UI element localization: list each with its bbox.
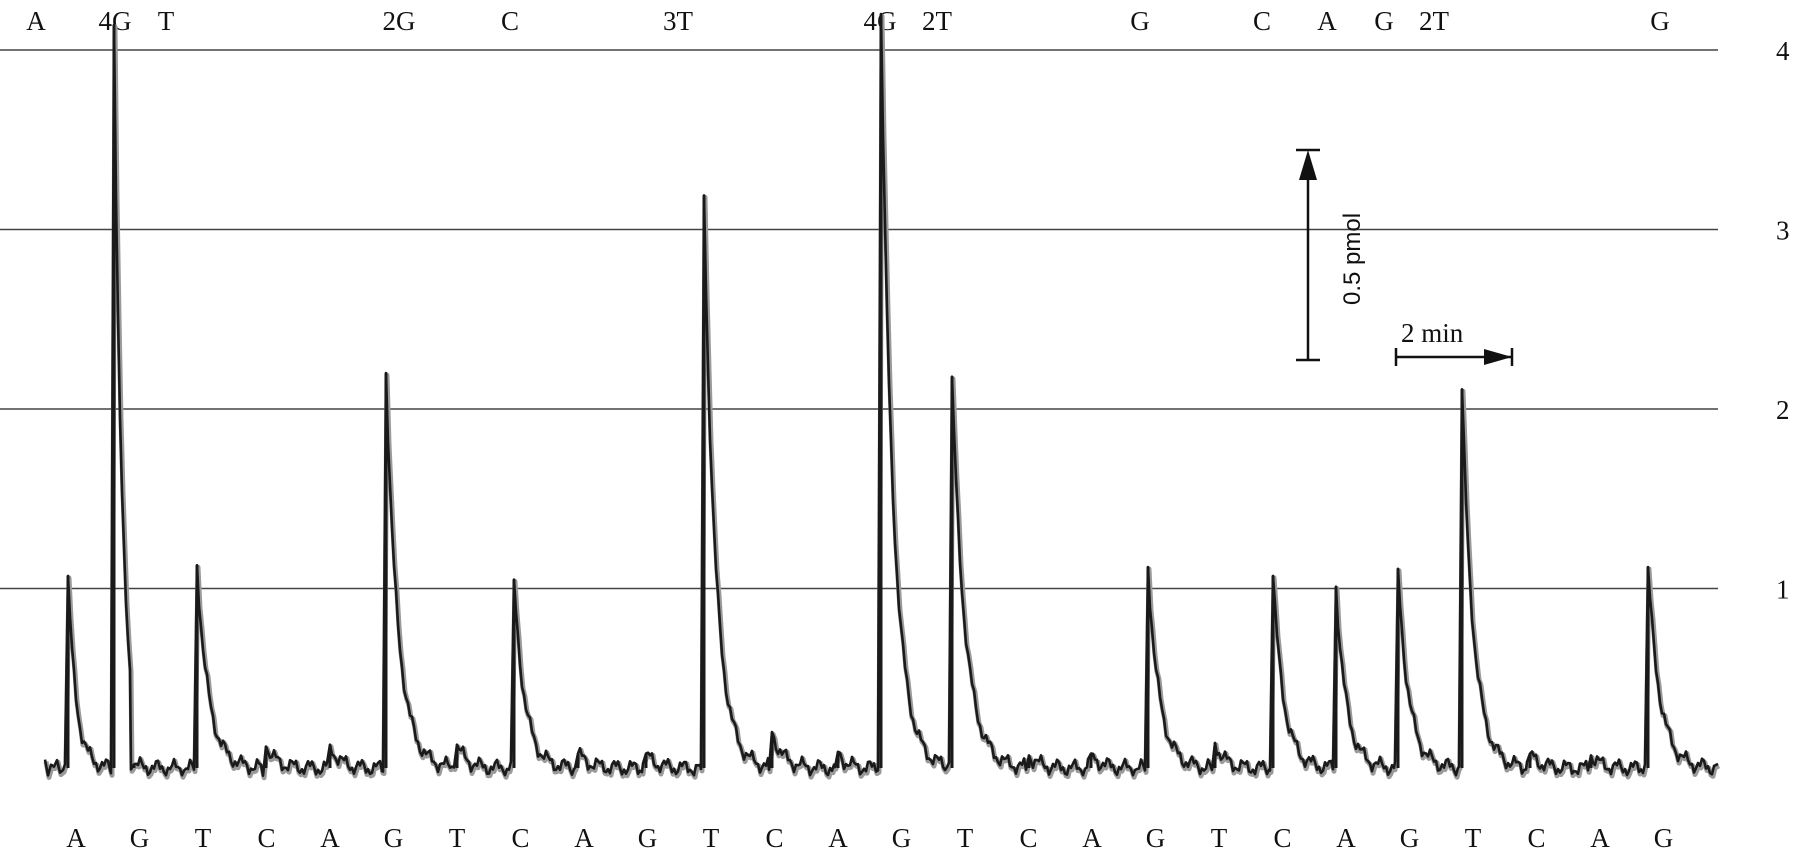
bottom-label: A — [66, 823, 86, 853]
top-labels: A4GT2GC3T4G2TGCAG2TG — [26, 6, 1670, 36]
bottom-label: A — [1336, 823, 1356, 853]
top-label: C — [501, 6, 519, 36]
time-scale-bar: 2 min — [1394, 318, 1514, 366]
top-label: A — [1317, 6, 1337, 36]
bottom-label: A — [1082, 823, 1102, 853]
bottom-label: C — [1019, 823, 1037, 853]
top-label: A — [26, 6, 46, 36]
arrow-up-icon — [1299, 150, 1317, 180]
bottom-label: T — [1465, 823, 1482, 853]
bottom-label: G — [130, 823, 150, 853]
bottom-label: T — [703, 823, 720, 853]
arrow-right-icon — [1484, 349, 1512, 365]
gridlines — [0, 49, 1718, 590]
bottom-label: T — [957, 823, 974, 853]
bottom-label: C — [257, 823, 275, 853]
bottom-label: T — [449, 823, 466, 853]
bottom-label: G — [384, 823, 404, 853]
right-axis-label: 3 — [1776, 216, 1790, 246]
top-label: C — [1253, 6, 1271, 36]
bottom-label: G — [638, 823, 658, 853]
bottom-label: C — [765, 823, 783, 853]
top-label: G — [1130, 6, 1150, 36]
top-label: T — [158, 6, 175, 36]
bottom-label: C — [1273, 823, 1291, 853]
bottom-label: A — [574, 823, 594, 853]
bottom-label: T — [1211, 823, 1228, 853]
top-label: G — [1374, 6, 1394, 36]
top-label: G — [1650, 6, 1670, 36]
bottom-label: T — [195, 823, 212, 853]
bottom-label: C — [1527, 823, 1545, 853]
right-axis-label: 1 — [1776, 575, 1790, 605]
right-axis-labels: 1 2 3 4 — [1776, 36, 1790, 605]
top-label: 2T — [1419, 6, 1450, 36]
bottom-label: G — [1146, 823, 1166, 853]
bottom-label: C — [511, 823, 529, 853]
time-scale-label: 2 min — [1401, 318, 1464, 348]
top-label: 3T — [663, 6, 694, 36]
pmol-scale-label: 0.5 pmol — [1339, 213, 1366, 305]
bottom-label: G — [892, 823, 912, 853]
bottom-label: A — [320, 823, 340, 853]
bottom-label: A — [828, 823, 848, 853]
bottom-label: G — [1400, 823, 1420, 853]
pmol-scale-bar: 0.5 pmol — [1296, 148, 1366, 362]
right-axis-label: 4 — [1776, 36, 1790, 66]
bottom-label: A — [1590, 823, 1610, 853]
bottom-label: G — [1654, 823, 1674, 853]
top-label: 2G — [383, 6, 416, 36]
signal-trace — [43, 12, 1721, 781]
right-axis-label: 2 — [1776, 395, 1790, 425]
top-label: 2T — [922, 6, 953, 36]
